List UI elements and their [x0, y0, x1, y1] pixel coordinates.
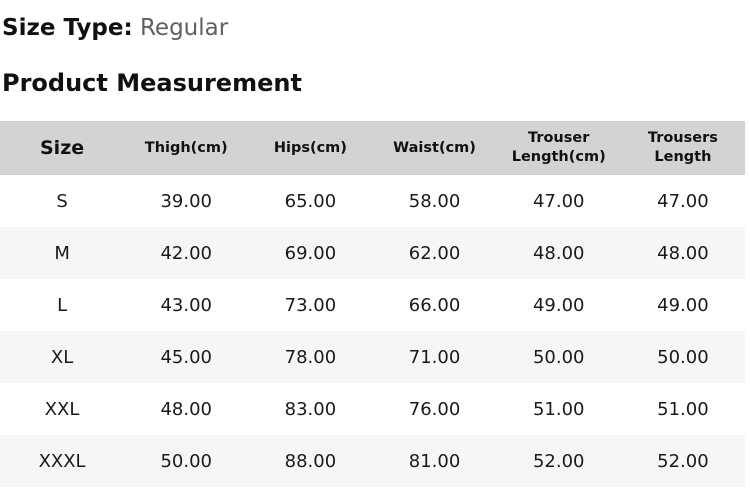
measurement-cell-hips_cm: 65.00	[248, 175, 373, 227]
measurement-cell-waist_cm: 66.00	[372, 279, 497, 331]
size-type-value: Regular	[139, 15, 229, 41]
measurement-cell-trousers_length: 51.00	[620, 383, 745, 435]
size-cell: XL	[0, 331, 125, 383]
size-cell: M	[0, 227, 125, 279]
measurement-cell-trouser_length_cm: 49.00	[496, 279, 621, 331]
table-row-s: S 39.00 65.00 58.00 47.00 47.00	[0, 175, 745, 227]
column-header-trousers_length: Trousers Length	[620, 121, 745, 175]
measurement-cell-trousers_length: 47.00	[620, 175, 745, 227]
measurement-cell-trousers_length: 49.00	[620, 279, 745, 331]
measurement-cell-thigh_cm: 39.00	[124, 175, 249, 227]
table-row-l: L 43.00 73.00 66.00 49.00 49.00	[0, 279, 745, 331]
size-type-label: Size Type:	[2, 15, 133, 41]
measurement-cell-waist_cm: 62.00	[372, 227, 497, 279]
column-header-waist_cm: Waist(cm)	[372, 121, 497, 175]
measurement-cell-hips_cm: 83.00	[248, 383, 373, 435]
table-row-xl: XL 45.00 78.00 71.00 50.00 50.00	[0, 331, 745, 383]
table-row-xxl: XXL 48.00 83.00 76.00 51.00 51.00	[0, 383, 745, 435]
column-header-size: Size	[0, 121, 125, 175]
measurement-cell-thigh_cm: 42.00	[124, 227, 249, 279]
column-header-thigh_cm: Thigh(cm)	[124, 121, 249, 175]
measurement-cell-hips_cm: 73.00	[248, 279, 373, 331]
measurement-cell-waist_cm: 58.00	[372, 175, 497, 227]
product-measurement-page: Size Type: Regular Product Measurement S…	[0, 14, 750, 487]
measurement-cell-trousers_length: 52.00	[620, 435, 745, 487]
table-row-xxxl: XXXL 50.00 88.00 81.00 52.00 52.00	[0, 435, 745, 487]
measurement-cell-trousers_length: 48.00	[620, 227, 745, 279]
measurement-cell-hips_cm: 88.00	[248, 435, 373, 487]
size-cell: XXL	[0, 383, 125, 435]
size-cell: S	[0, 175, 125, 227]
measurement-cell-trouser_length_cm: 51.00	[496, 383, 621, 435]
measurement-cell-hips_cm: 69.00	[248, 227, 373, 279]
measurement-table: Size Thigh(cm) Hips(cm) Waist(cm) Trouser Le…	[0, 121, 745, 487]
measurement-cell-trouser_length_cm: 50.00	[496, 331, 621, 383]
measurement-cell-trouser_length_cm: 52.00	[496, 435, 621, 487]
table-header-row: Size Thigh(cm) Hips(cm) Waist(cm) Trouser Le…	[0, 121, 745, 175]
measurement-cell-thigh_cm: 50.00	[124, 435, 249, 487]
measurement-table-head: Size Thigh(cm) Hips(cm) Waist(cm) Trouser Le…	[0, 121, 745, 175]
measurement-cell-hips_cm: 78.00	[248, 331, 373, 383]
measurement-table-wrap: Size Thigh(cm) Hips(cm) Waist(cm) Trouser Le…	[0, 121, 745, 487]
size-cell: XXXL	[0, 435, 125, 487]
size-cell: L	[0, 279, 125, 331]
measurement-table-body: S 39.00 65.00 58.00 47.00 47.00 M 42.00 69.00 62.…	[0, 175, 745, 487]
size-type-line: Size Type: Regular	[2, 14, 750, 42]
measurement-cell-thigh_cm: 45.00	[124, 331, 249, 383]
measurement-cell-waist_cm: 71.00	[372, 331, 497, 383]
table-row-m: M 42.00 69.00 62.00 48.00 48.00	[0, 227, 745, 279]
measurement-cell-trouser_length_cm: 47.00	[496, 175, 621, 227]
measurement-cell-waist_cm: 81.00	[372, 435, 497, 487]
measurement-cell-trousers_length: 50.00	[620, 331, 745, 383]
measurement-cell-thigh_cm: 48.00	[124, 383, 249, 435]
section-title: Product Measurement	[2, 69, 302, 97]
column-header-hips_cm: Hips(cm)	[248, 121, 373, 175]
measurement-cell-thigh_cm: 43.00	[124, 279, 249, 331]
measurement-cell-trouser_length_cm: 48.00	[496, 227, 621, 279]
measurement-cell-waist_cm: 76.00	[372, 383, 497, 435]
column-header-trouser_length_cm: Trouser Length(cm)	[496, 121, 621, 175]
